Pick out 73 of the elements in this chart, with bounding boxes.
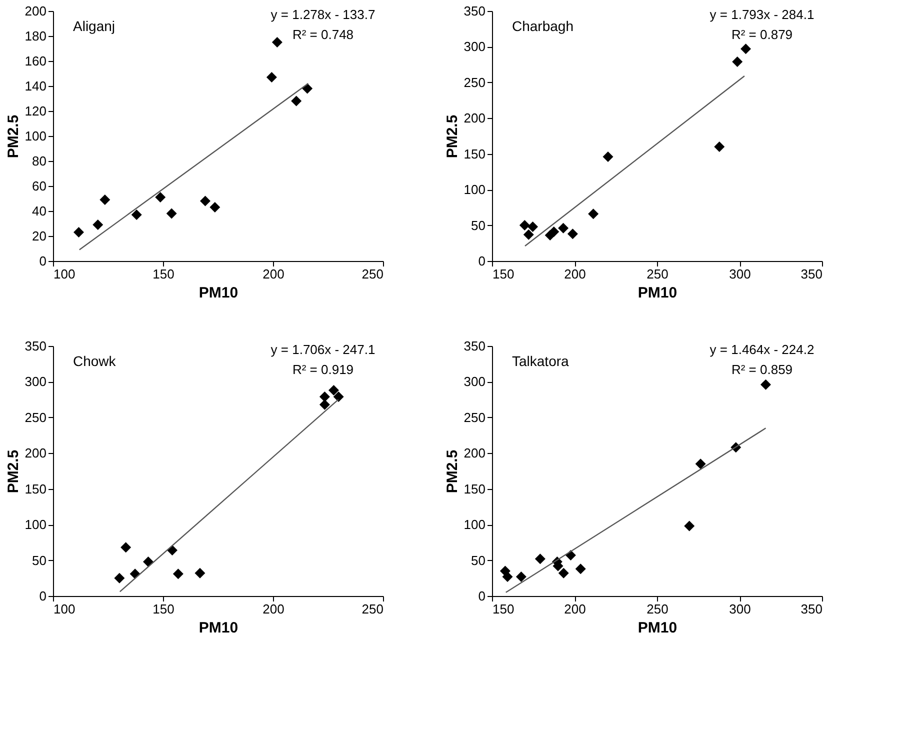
annotation: Talkatora — [512, 353, 570, 369]
x-tick-label: 250 — [646, 266, 668, 282]
y-tick-label: 40 — [32, 204, 46, 218]
y-tick-label: 150 — [24, 481, 46, 496]
y-tick-label: 80 — [32, 154, 46, 168]
y-tick-label: 200 — [464, 446, 486, 461]
y-tick-label: 250 — [464, 74, 486, 90]
y-tick-label: 250 — [464, 410, 486, 425]
x-tick-label: 250 — [362, 266, 384, 282]
y-tick-label: 350 — [24, 338, 46, 354]
x-tick-label: 200 — [262, 602, 284, 616]
x-tick-label: 150 — [152, 602, 174, 616]
annotation: y = 1.464x - 224.2 — [710, 342, 814, 357]
x-axis-title: PM10 — [198, 620, 238, 636]
y-tick-label: 200 — [464, 110, 486, 126]
y-tick-label: 100 — [24, 517, 46, 532]
x-tick-label: 300 — [729, 266, 751, 282]
annotation: R² = 0.859 — [731, 362, 793, 377]
x-tick-label: 200 — [262, 266, 284, 282]
y-tick-label: 300 — [464, 39, 486, 54]
y-tick-label: 200 — [24, 446, 46, 461]
x-tick-label: 100 — [54, 602, 76, 616]
x-tick-label: 200 — [564, 602, 586, 616]
x-tick-label: 150 — [492, 266, 514, 282]
y-tick-label: 350 — [464, 4, 486, 18]
x-tick-label: 250 — [646, 602, 668, 616]
annotation: R² = 0.879 — [731, 27, 793, 42]
y-tick-label: 60 — [32, 178, 46, 194]
y-tick-label: 0 — [478, 254, 486, 268]
annotation: y = 1.706x - 247.1 — [270, 342, 376, 357]
x-axis-title: PM10 — [638, 284, 678, 302]
y-axis-title: PM2.5 — [4, 450, 22, 494]
annotation: Chowk — [73, 353, 117, 369]
annotation: Aliganj — [73, 18, 116, 34]
y-tick-label: 100 — [24, 128, 46, 144]
y-axis-title: PM2.5 — [4, 114, 22, 158]
y-tick-label: 0 — [478, 588, 486, 604]
annotation: R² = 0.748 — [292, 27, 354, 42]
y-tick-label: 0 — [39, 588, 46, 604]
y-tick-label: 50 — [471, 218, 486, 233]
x-tick-label: 300 — [729, 602, 751, 616]
y-tick-label: 100 — [464, 182, 486, 198]
x-tick-label: 200 — [564, 266, 586, 282]
x-tick-label: 150 — [492, 602, 514, 616]
y-axis-title: PM2.5 — [444, 450, 461, 494]
y-tick-label: 100 — [464, 517, 486, 532]
y-tick-label: 180 — [24, 28, 46, 44]
x-axis-title: PM10 — [198, 284, 238, 302]
y-tick-label: 50 — [32, 552, 46, 568]
y-tick-label: 250 — [24, 410, 46, 425]
x-axis-title: PM10 — [638, 620, 678, 636]
x-tick-label: 100 — [54, 266, 76, 282]
x-tick-label: 350 — [800, 266, 822, 282]
annotation: R² = 0.919 — [292, 362, 354, 377]
y-tick-label: 140 — [24, 78, 46, 94]
y-tick-label: 150 — [464, 481, 486, 496]
x-tick-label: 350 — [800, 602, 822, 616]
y-tick-label: 0 — [39, 254, 46, 268]
y-tick-label: 20 — [32, 228, 46, 244]
y-tick-label: 120 — [24, 104, 46, 118]
y-axis-title: PM2.5 — [444, 114, 461, 158]
y-tick-label: 300 — [464, 374, 486, 390]
x-tick-label: 150 — [152, 266, 174, 282]
y-tick-label: 300 — [24, 374, 46, 390]
y-tick-label: 160 — [24, 54, 46, 68]
y-tick-label: 150 — [464, 146, 486, 162]
y-tick-label: 350 — [464, 338, 486, 354]
annotation: Charbagh — [512, 18, 574, 34]
x-tick-label: 250 — [362, 602, 384, 616]
y-tick-label: 200 — [24, 4, 46, 18]
annotation: y = 1.793x - 284.1 — [710, 7, 814, 22]
annotation: y = 1.278x - 133.7 — [270, 7, 376, 22]
y-tick-label: 50 — [471, 552, 486, 568]
